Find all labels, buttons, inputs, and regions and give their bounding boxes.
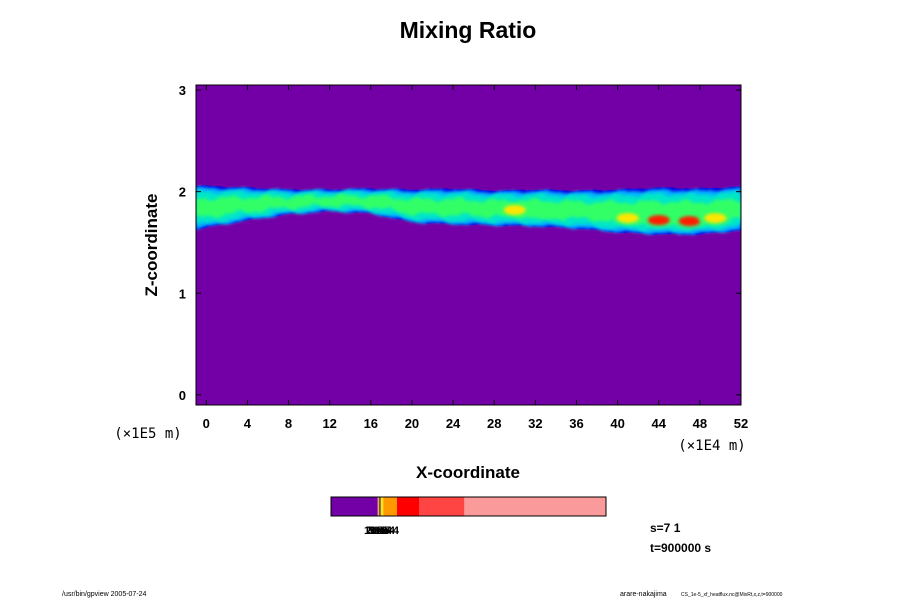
y-axis-label: Z-coordinate: [142, 194, 161, 297]
plot-frame: [195, 84, 742, 406]
x-tick-label: 16: [364, 416, 378, 431]
plot-background: [196, 85, 741, 405]
hotspot: [616, 213, 639, 224]
y-axis-ticks: 0 1 2 3: [179, 83, 741, 403]
x-tick-label: 28: [487, 416, 501, 431]
colorbar-segment: [419, 497, 465, 516]
colorbar-segment: [331, 497, 378, 516]
colorbar-segment: [464, 497, 606, 516]
x-tick-label: 32: [528, 416, 542, 431]
colorbar-label: 1e-5: [364, 525, 386, 537]
colorbar: [330, 496, 607, 517]
colorbar-labels: 1e-52e-55e-51e-42e-45e-4: [364, 525, 400, 537]
hotspot: [678, 216, 701, 227]
mixing-layer: [196, 185, 741, 236]
x-tick-label: 20: [405, 416, 419, 431]
x-tick-label: 52: [734, 416, 748, 431]
colorbar-segment: [377, 497, 380, 516]
y-tick-label: 2: [179, 185, 186, 200]
y-tick-label: 3: [179, 83, 186, 98]
hotspot: [534, 206, 557, 217]
colorbar-segment: [379, 497, 381, 516]
colorbar-segment: [383, 497, 397, 516]
x-tick-label: 48: [693, 416, 707, 431]
hotspot: [704, 213, 727, 224]
colorbar-label: 2e-4: [373, 525, 396, 537]
plot-area: [195, 84, 742, 406]
x-tick-label: 4: [244, 416, 252, 431]
footer-right-detail: CS_1e-5_xf_heatflux.nc@MixRt,x,z,t=90000…: [681, 592, 783, 598]
colorbar-label: 5e-5: [368, 525, 390, 537]
x-tick-label: 12: [322, 416, 336, 431]
layer-band-level-3: [196, 193, 741, 225]
x-tick-label: 36: [569, 416, 583, 431]
colorbar-segment: [397, 497, 419, 516]
hotspot: [503, 204, 526, 215]
x-multiplier: (×1E4 m): [678, 438, 745, 454]
footer-left: /usr/bin/gpview 2005-07-24: [62, 591, 147, 598]
colorbar-label: 5e-4: [377, 525, 400, 537]
chart-title: Mixing Ratio: [400, 17, 537, 43]
x-tick-label: 44: [652, 416, 667, 431]
footer-right-main: arare-nakajima: [620, 591, 667, 598]
y-multiplier: (×1E5 m): [114, 426, 181, 442]
x-axis-ticks: 0 4 8 12 16 20 24 28 32 36 40 44 48 52: [203, 85, 748, 431]
x-axis-label: X-coordinate: [416, 463, 520, 482]
hotspot: [647, 215, 670, 226]
colorbar-label: 2e-5: [366, 525, 388, 537]
y-tick-label: 0: [179, 388, 186, 403]
x-tick-label: 40: [610, 416, 624, 431]
x-tick-label: 24: [446, 416, 461, 431]
s-label: s=7 1: [650, 521, 681, 535]
t-label: t=900000 s: [650, 541, 711, 555]
y-tick-label: 1: [179, 286, 186, 301]
colorbar-segment: [380, 497, 384, 516]
colorbar-label: 1e-4: [370, 525, 393, 537]
x-tick-label: 8: [285, 416, 292, 431]
x-tick-label: 0: [203, 416, 210, 431]
colorbar-frame: [330, 496, 607, 517]
